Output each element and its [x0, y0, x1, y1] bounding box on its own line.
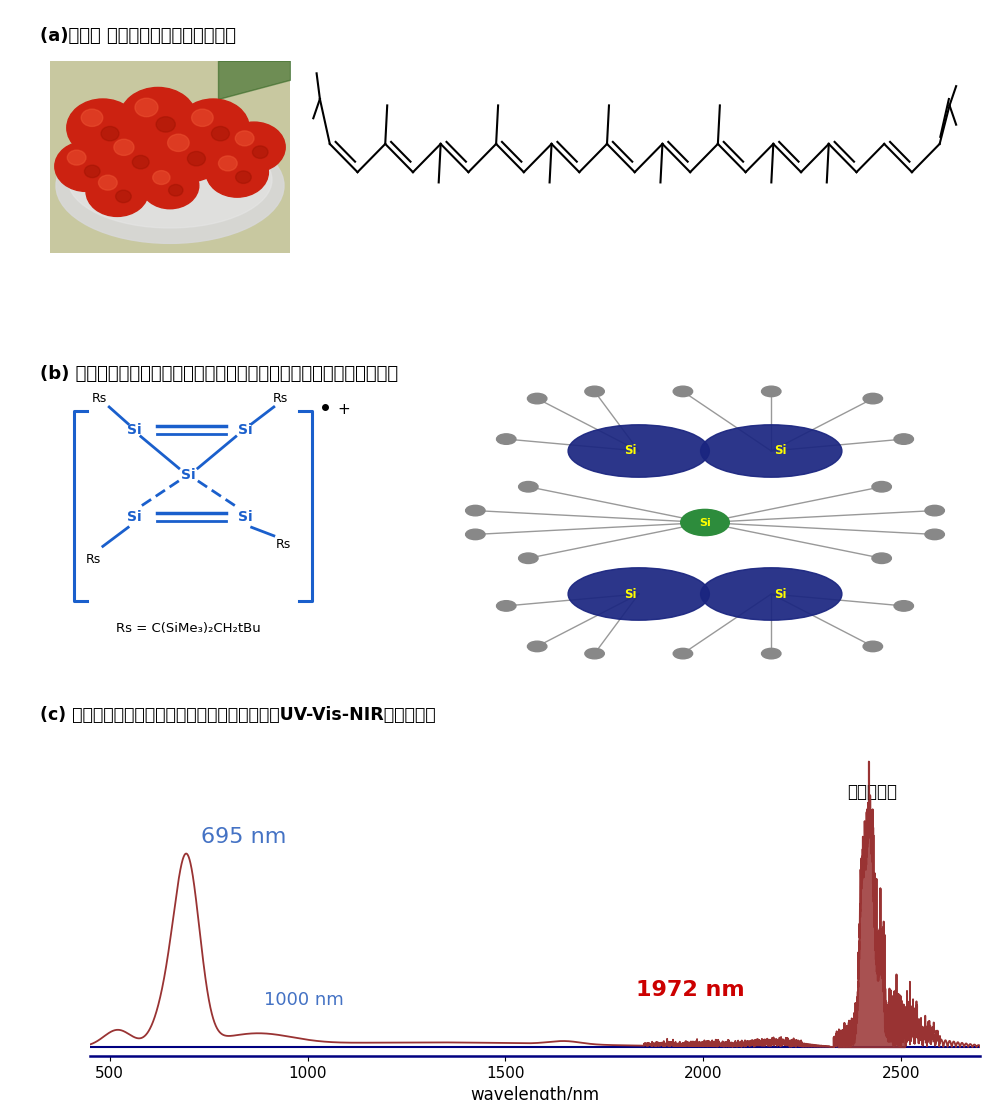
Text: (c) スピロペンタシラジエンラジカルカチオンのUV-Vis-NIRスペクトル: (c) スピロペンタシラジエンラジカルカチオンのUV-Vis-NIRスペクトル [40, 706, 436, 724]
Circle shape [153, 124, 225, 182]
Circle shape [218, 156, 237, 170]
Circle shape [192, 109, 213, 126]
Circle shape [673, 386, 693, 397]
Circle shape [116, 190, 131, 202]
Ellipse shape [568, 568, 709, 620]
Text: Rs = C(SiMe₃)₂CH₂tBu: Rs = C(SiMe₃)₂CH₂tBu [116, 623, 261, 635]
Circle shape [894, 433, 913, 444]
Circle shape [235, 131, 254, 146]
Text: Rs: Rs [86, 552, 101, 565]
Text: Si: Si [127, 509, 142, 524]
Text: Rs: Rs [273, 392, 288, 405]
Circle shape [925, 529, 944, 540]
Circle shape [177, 99, 249, 156]
Ellipse shape [68, 132, 272, 228]
Circle shape [673, 648, 693, 659]
Ellipse shape [568, 425, 709, 477]
Circle shape [497, 601, 516, 612]
Circle shape [519, 482, 538, 492]
Text: 1000 nm: 1000 nm [264, 991, 344, 1010]
Circle shape [585, 386, 604, 397]
Circle shape [762, 386, 781, 397]
Circle shape [100, 130, 168, 184]
Circle shape [872, 482, 891, 492]
Text: Si: Si [774, 444, 786, 458]
Circle shape [863, 641, 883, 651]
Ellipse shape [56, 128, 284, 243]
Circle shape [81, 109, 103, 126]
Text: Si: Si [624, 587, 636, 601]
Text: (a)トマト の赤色とリコピンの構造式: (a)トマト の赤色とリコピンの構造式 [40, 28, 236, 45]
Ellipse shape [701, 425, 842, 477]
Circle shape [98, 175, 117, 190]
Circle shape [84, 165, 100, 177]
Text: 695 nm: 695 nm [201, 827, 286, 847]
Circle shape [168, 134, 189, 152]
Circle shape [67, 150, 86, 165]
Text: 1972 nm: 1972 nm [636, 980, 744, 1000]
Circle shape [211, 126, 229, 141]
X-axis label: wavelength/nm: wavelength/nm [470, 1087, 600, 1100]
Circle shape [156, 117, 175, 132]
Circle shape [169, 185, 183, 196]
Text: Si: Si [774, 587, 786, 601]
Text: Si: Si [238, 424, 253, 437]
Circle shape [925, 505, 944, 516]
Circle shape [519, 553, 538, 563]
FancyBboxPatch shape [50, 60, 290, 253]
Circle shape [585, 648, 604, 659]
Text: Rs: Rs [276, 538, 291, 551]
Circle shape [114, 140, 134, 155]
Text: Si: Si [127, 424, 142, 437]
Circle shape [67, 99, 139, 156]
Circle shape [120, 87, 196, 148]
Text: Si: Si [624, 444, 636, 458]
Circle shape [252, 146, 268, 158]
Circle shape [55, 142, 117, 191]
Text: 溶媒の吸収: 溶媒の吸収 [847, 782, 897, 801]
Circle shape [894, 601, 913, 612]
Circle shape [236, 170, 251, 184]
Circle shape [187, 152, 205, 166]
Circle shape [141, 163, 199, 209]
Circle shape [206, 147, 268, 197]
Circle shape [527, 641, 547, 651]
Text: Rs: Rs [92, 392, 107, 405]
Circle shape [86, 166, 148, 217]
Circle shape [223, 122, 285, 173]
Circle shape [135, 98, 158, 117]
Text: Si: Si [699, 517, 711, 528]
Text: Si: Si [238, 509, 253, 524]
Circle shape [132, 155, 149, 169]
Circle shape [101, 126, 119, 141]
Circle shape [466, 529, 485, 540]
Circle shape [497, 433, 516, 444]
Text: Si: Si [181, 468, 196, 482]
Circle shape [153, 170, 170, 185]
Circle shape [762, 648, 781, 659]
Ellipse shape [701, 568, 842, 620]
Circle shape [527, 394, 547, 404]
Text: +: + [337, 402, 350, 417]
Text: (b) スピロペンタシラジエンのラジカルカチオンとそのスピン密度分布: (b) スピロペンタシラジエンのラジカルカチオンとそのスピン密度分布 [40, 365, 398, 383]
Circle shape [681, 509, 729, 536]
Circle shape [466, 505, 485, 516]
Circle shape [872, 553, 891, 563]
Circle shape [863, 394, 883, 404]
